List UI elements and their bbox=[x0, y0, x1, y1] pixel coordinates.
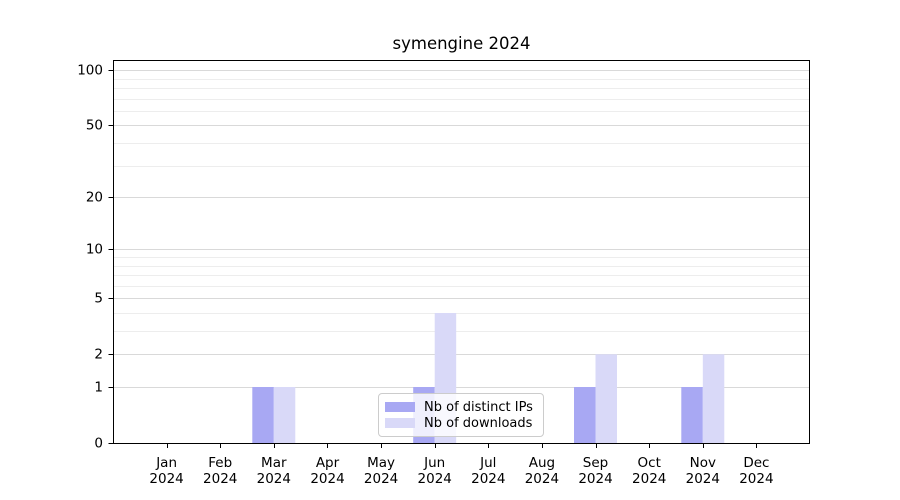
y-tick-label-50: 50 bbox=[86, 118, 103, 134]
bar-downloads-mar bbox=[273, 387, 296, 443]
x-tick-label-month-jul: Jul bbox=[479, 455, 496, 471]
x-tick-label-month-nov: Nov bbox=[690, 455, 716, 471]
x-tick-label-month-mar: Mar bbox=[261, 455, 287, 471]
legend-item-downloads: Nb of downloads bbox=[385, 415, 536, 431]
legend-label-distinct-ips: Nb of distinct IPs bbox=[424, 399, 533, 415]
y-tick-label-2: 2 bbox=[94, 347, 103, 363]
bar-downloads-sep bbox=[595, 354, 617, 443]
x-tick-label-year-feb: 2024 bbox=[203, 471, 237, 487]
x-tick-label-year-apr: 2024 bbox=[310, 471, 344, 487]
x-tick-label-month-oct: Oct bbox=[638, 455, 661, 471]
legend-swatch-distinct-ips bbox=[385, 402, 415, 412]
x-tick-label-year-aug: 2024 bbox=[525, 471, 559, 487]
y-tick-label-10: 10 bbox=[86, 242, 103, 258]
x-tick-label-month-dec: Dec bbox=[743, 455, 769, 471]
x-tick-label-year-nov: 2024 bbox=[686, 471, 720, 487]
plot-border bbox=[113, 60, 810, 444]
x-tick-label-month-feb: Feb bbox=[208, 455, 232, 471]
legend-item-distinct-ips: Nb of distinct IPs bbox=[385, 399, 536, 415]
x-tick-label-month-jun: Jun bbox=[423, 455, 445, 471]
y-tick-label-20: 20 bbox=[86, 190, 103, 206]
x-tick-label-year-jun: 2024 bbox=[418, 471, 452, 487]
x-tick-label-month-may: May bbox=[367, 455, 395, 471]
bar-distinct-ips-sep bbox=[574, 387, 596, 443]
y-tick-label-0: 0 bbox=[94, 436, 103, 452]
bar-downloads-nov bbox=[702, 354, 725, 443]
x-tick-label-month-jan: Jan bbox=[155, 455, 177, 471]
x-tick-label-year-jul: 2024 bbox=[471, 471, 505, 487]
x-tick-label-year-may: 2024 bbox=[364, 471, 398, 487]
y-tick-label-5: 5 bbox=[94, 291, 103, 307]
chart-title: symengine 2024 bbox=[392, 34, 531, 53]
bar-distinct-ips-nov bbox=[681, 387, 703, 443]
x-tick-label-year-jan: 2024 bbox=[149, 471, 183, 487]
x-tick-label-month-sep: Sep bbox=[583, 455, 608, 471]
x-tick-label-year-sep: 2024 bbox=[578, 471, 612, 487]
x-tick-label-year-mar: 2024 bbox=[257, 471, 291, 487]
x-tick-label-month-aug: Aug bbox=[529, 455, 555, 471]
bar-distinct-ips-mar bbox=[252, 387, 274, 443]
x-tick-label-year-dec: 2024 bbox=[739, 471, 773, 487]
y-tick-label-1: 1 bbox=[94, 380, 103, 396]
x-tick-label-month-apr: Apr bbox=[316, 455, 340, 471]
legend-swatch-downloads bbox=[385, 418, 415, 428]
x-tick-label-year-oct: 2024 bbox=[632, 471, 666, 487]
legend-label-downloads: Nb of downloads bbox=[424, 415, 533, 431]
legend: Nb of distinct IPs Nb of downloads bbox=[378, 393, 544, 437]
y-tick-label-100: 100 bbox=[77, 63, 103, 79]
